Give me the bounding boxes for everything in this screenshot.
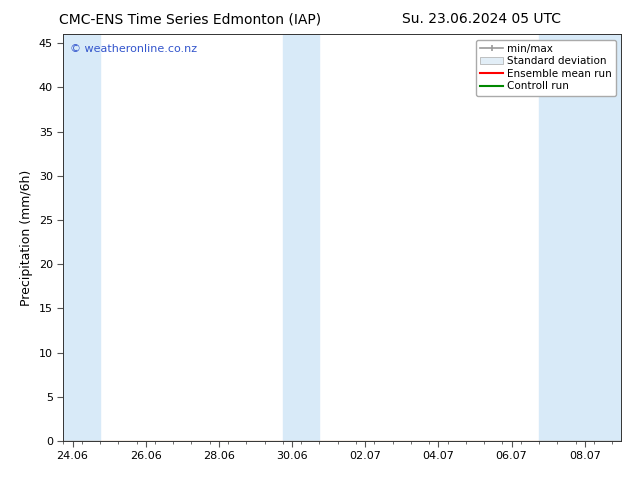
Text: Su. 23.06.2024 05 UTC: Su. 23.06.2024 05 UTC <box>403 12 561 26</box>
Bar <box>63 34 100 441</box>
Bar <box>283 34 320 441</box>
Text: © weatheronline.co.nz: © weatheronline.co.nz <box>70 45 197 54</box>
Bar <box>539 34 621 441</box>
Y-axis label: Precipitation (mm/6h): Precipitation (mm/6h) <box>20 170 34 306</box>
Legend: min/max, Standard deviation, Ensemble mean run, Controll run: min/max, Standard deviation, Ensemble me… <box>476 40 616 96</box>
Text: CMC-ENS Time Series Edmonton (IAP): CMC-ENS Time Series Edmonton (IAP) <box>59 12 321 26</box>
